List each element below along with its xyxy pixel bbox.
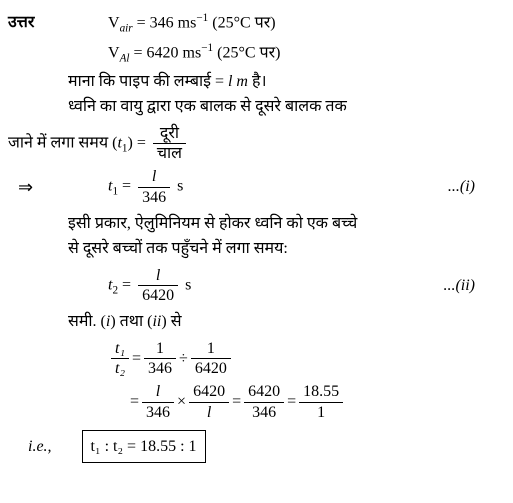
- eq-number-1: ...(i): [448, 174, 505, 200]
- result-line: i.e., t₁ : t₂ = 18.55 : 1: [28, 430, 505, 464]
- line-5: जाने में लगा समय (t1) = दूरीचाल: [8, 124, 505, 163]
- line-4: ध्वनि का वायु द्वारा एक बालक से दूसरे बा…: [68, 94, 505, 120]
- equation-2: t2 = l6420 s ...(ii): [108, 266, 505, 305]
- line-3: माना कि पाइप की लम्बाई = l m है।: [68, 69, 505, 95]
- equation-1: ⇒ t1 = l346 s ...(i): [18, 167, 505, 206]
- line-7: से दूसरे बच्चों तक पहुँचने में लगा समय:: [68, 236, 505, 262]
- eq-number-2: ...(ii): [443, 273, 505, 299]
- line-8: समी. (i) तथा (ii) से: [68, 309, 505, 335]
- line-1: Vair = 346 ms−1 (25°C पर): [108, 10, 505, 38]
- line-6: इसी प्रकार, ऐलुमिनियम से होकर ध्वनि को ए…: [68, 211, 505, 237]
- answer-label: उत्तर: [8, 10, 68, 36]
- boxed-result: t₁ : t₂ = 18.55 : 1: [82, 430, 206, 464]
- line-2: VAl = 6420 ms−1 (25°C पर): [108, 40, 505, 68]
- ratio-line: t₁t₂ = 1346 ÷ 16420: [108, 339, 505, 378]
- calc-line: = l346 × 6420l = 6420346 = 18.551: [130, 382, 505, 421]
